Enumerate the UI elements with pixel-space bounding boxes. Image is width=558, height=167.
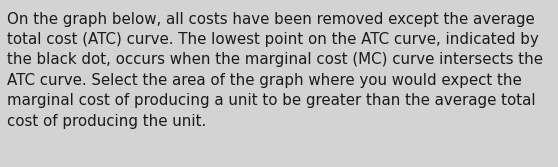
- Text: On the graph below, all costs have been removed except the average total cost (A: On the graph below, all costs have been …: [7, 12, 543, 129]
